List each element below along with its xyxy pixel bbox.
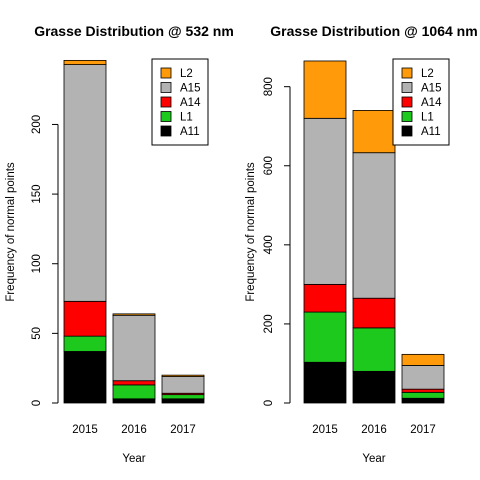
y-axis-label: Frequency of normal points bbox=[5, 162, 17, 302]
chart-title: Grasse Distribution @ 1064 nm bbox=[270, 23, 477, 39]
legend-swatch-a15 bbox=[160, 82, 172, 93]
x-axis-ticks: 2015 2016 2017 bbox=[72, 424, 196, 436]
bar-segment-a11-2015 bbox=[63, 351, 107, 404]
bar-segment-a11-2017 bbox=[401, 397, 445, 404]
bar-segment-a11-2016 bbox=[352, 370, 396, 404]
chart-title: Grasse Distribution @ 532 nm bbox=[34, 23, 234, 39]
y-tick-label: 200 bbox=[263, 314, 275, 333]
bar-segment-l1-2017 bbox=[401, 391, 445, 399]
legend-swatch-a11 bbox=[160, 125, 172, 137]
bar-segment-a15-2015 bbox=[303, 117, 347, 285]
legend-label-l2: L2 bbox=[421, 68, 434, 80]
legend: L2 A15 A14 L1 A11 bbox=[151, 58, 209, 146]
bar-segment-a14-2016 bbox=[352, 297, 396, 329]
legend-label-a14: A14 bbox=[421, 97, 442, 109]
y-tick-label: 600 bbox=[263, 156, 275, 175]
legend-swatch-a11 bbox=[401, 125, 413, 137]
legend-swatch-l1 bbox=[401, 111, 413, 122]
y-axis-label: Frequency of normal points bbox=[245, 162, 257, 302]
bar-segment-l1-2016 bbox=[112, 384, 156, 400]
y-tick-label: 0 bbox=[263, 400, 275, 406]
y-tick-label: 150 bbox=[31, 184, 43, 203]
legend-swatch-a14 bbox=[401, 96, 413, 108]
bar-segment-l1-2016 bbox=[352, 327, 396, 372]
bar-stacks bbox=[63, 59, 205, 404]
y-tick-label: 800 bbox=[263, 77, 275, 96]
legend-swatch-a14 bbox=[160, 96, 172, 108]
legend-swatch-l2 bbox=[401, 67, 413, 79]
bar-segment-l2-2016 bbox=[352, 110, 396, 154]
legend-label-a15: A15 bbox=[421, 83, 441, 95]
legend-swatch-a15 bbox=[401, 82, 413, 93]
x-tick-label-2015: 2015 bbox=[72, 424, 98, 436]
bar-segment-a15-2015 bbox=[63, 64, 107, 302]
bar-segment-l2-2017 bbox=[161, 374, 205, 377]
legend-label-a14: A14 bbox=[180, 97, 201, 109]
bar-segment-l2-2015 bbox=[303, 60, 347, 119]
y-axis: 0 50 100 150 200 bbox=[31, 115, 59, 406]
bar-segment-a11-2016 bbox=[112, 398, 156, 404]
x-tick-label-2016: 2016 bbox=[361, 424, 387, 436]
bar-segment-l1-2017 bbox=[161, 394, 205, 400]
legend-label-a11: A11 bbox=[180, 126, 200, 138]
bar-segment-a11-2015 bbox=[303, 361, 347, 404]
legend-label-l1: L1 bbox=[421, 112, 434, 124]
bar-segment-a14-2015 bbox=[303, 283, 347, 313]
legend-swatch-l2 bbox=[160, 67, 172, 79]
legend-label-l2: L2 bbox=[180, 68, 193, 80]
bar-segment-a14-2016 bbox=[112, 380, 156, 386]
y-tick-label: 50 bbox=[31, 327, 43, 340]
bar-segment-a11-2017 bbox=[161, 398, 205, 404]
x-axis-label: Year bbox=[362, 453, 385, 465]
bar-segment-l1-2015 bbox=[63, 335, 107, 352]
bar-segment-a14-2015 bbox=[63, 300, 107, 337]
x-tick-label-2017: 2017 bbox=[410, 424, 436, 436]
bar-segment-l2-2017 bbox=[401, 353, 445, 366]
x-axis-label: Year bbox=[122, 453, 145, 465]
bar-segment-a14-2017 bbox=[401, 388, 445, 393]
bar-segment-l2-2016 bbox=[112, 313, 156, 316]
y-tick-label: 100 bbox=[31, 254, 43, 273]
legend-swatch-l1 bbox=[160, 111, 172, 122]
legend: L2 A15 A14 L1 A11 bbox=[392, 58, 450, 146]
bar-segment-l1-2015 bbox=[303, 311, 347, 363]
y-tick-label: 0 bbox=[31, 400, 43, 406]
x-tick-label-2015: 2015 bbox=[312, 424, 338, 436]
bar-segment-a15-2017 bbox=[161, 376, 205, 394]
bar-segment-a15-2016 bbox=[352, 152, 396, 299]
chart-panel-1064nm: Grasse Distribution @ 1064 nm Year Frequ… bbox=[245, 23, 478, 465]
legend-label-l1: L1 bbox=[180, 112, 193, 124]
legend-label-a11: A11 bbox=[421, 126, 441, 138]
bar-segment-l2-2015 bbox=[63, 59, 107, 65]
bar-segment-a15-2017 bbox=[401, 365, 445, 390]
y-axis: 0 200 400 600 800 bbox=[263, 77, 291, 406]
legend-label-a15: A15 bbox=[180, 83, 200, 95]
x-axis-ticks: 2015 2016 2017 bbox=[312, 424, 436, 436]
y-tick-label: 400 bbox=[263, 235, 275, 254]
chart-panel-532nm: Grasse Distribution @ 532 nm Year Freque… bbox=[5, 23, 234, 465]
bar-stacks bbox=[303, 60, 445, 404]
x-tick-label-2016: 2016 bbox=[121, 424, 147, 436]
bar-segment-a15-2016 bbox=[112, 314, 156, 382]
y-tick-label: 200 bbox=[31, 115, 43, 134]
x-tick-label-2017: 2017 bbox=[170, 424, 196, 436]
